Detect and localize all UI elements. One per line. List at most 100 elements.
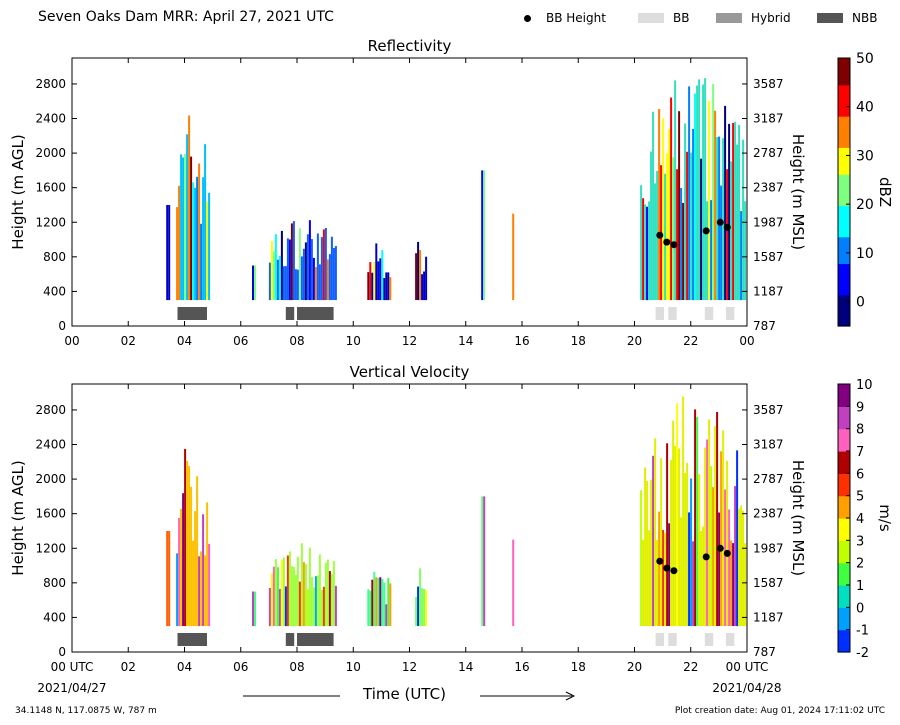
echo-column [254, 591, 256, 627]
bb-height-point [663, 564, 671, 572]
echo-column [706, 439, 709, 627]
echo-column [188, 115, 191, 301]
colorbar-tick-label: 1 [856, 579, 864, 594]
x-tick-label: 04 [177, 334, 192, 348]
bb-class-bar-nbb [285, 307, 295, 320]
echo-column [278, 255, 281, 300]
y-tick-label: 2400 [35, 112, 66, 126]
echo-column [178, 185, 181, 301]
colorbar-segment [838, 549, 850, 555]
colorbar-segment [838, 433, 850, 439]
echo-column [306, 234, 309, 300]
echo-column [310, 239, 313, 301]
echo-column [300, 256, 303, 300]
y-tick-label: 2800 [35, 403, 66, 417]
echo-column [650, 479, 653, 626]
colorbar-segment [838, 571, 850, 577]
echo-column [738, 508, 741, 627]
echo-column [662, 530, 665, 626]
colorbar-segment [838, 629, 850, 635]
colorbar-segment [838, 638, 850, 644]
colorbar-segment [838, 156, 850, 162]
x-tick-label: 20 [627, 660, 642, 674]
echo-column [726, 460, 729, 626]
colorbar-segment [838, 401, 850, 407]
colorbar-segment [838, 93, 850, 99]
echo-column [375, 243, 378, 301]
colorbar-label: dBZ [876, 177, 894, 207]
echo-column [714, 110, 717, 301]
echo-column [204, 555, 207, 627]
echo-column [722, 138, 725, 301]
bb-height-point [670, 567, 678, 575]
y2-tick-label: 2387 [753, 181, 784, 195]
echo-column [252, 265, 254, 301]
colorbar-segment [838, 419, 850, 425]
echo-column [276, 259, 279, 300]
echo-column [367, 589, 370, 626]
echo-column [334, 585, 337, 627]
echo-column [694, 409, 697, 627]
echo-column [512, 539, 515, 627]
echo-column [712, 83, 715, 301]
echo-column [184, 154, 187, 301]
echo-column [682, 396, 685, 626]
echo-column [381, 579, 384, 626]
colorbar-segment [838, 585, 850, 591]
echo-column [292, 221, 295, 300]
y2-tick-label: 1187 [753, 610, 784, 624]
echo-column [192, 182, 195, 301]
echo-column [734, 486, 737, 626]
echo-column [268, 262, 271, 301]
colorbar-segment [838, 442, 850, 448]
x-tick-label: 00 [64, 334, 79, 348]
y-tick-label: 1200 [35, 215, 66, 229]
echo-column [688, 512, 691, 626]
echo-column [389, 583, 392, 626]
echo-column [666, 443, 669, 626]
bb-height-point [656, 231, 664, 239]
bb-class-bar-bb [704, 307, 714, 320]
colorbar-segment [838, 178, 850, 184]
panel-title: Vertical Velocity [350, 363, 470, 381]
echo-column [385, 604, 388, 627]
colorbar-segment [838, 526, 850, 532]
echo-column [367, 272, 370, 300]
colorbar-segment [838, 504, 850, 510]
x-tick-label: 12 [402, 334, 417, 348]
echo-column [672, 157, 675, 300]
colorbar-segment [838, 169, 850, 175]
echo-column [734, 121, 737, 300]
colorbar-segment [838, 634, 850, 640]
echo-column [423, 589, 426, 627]
colorbar-segment [838, 464, 850, 470]
x-tick-label: 02 [121, 334, 136, 348]
echo-column [326, 559, 329, 626]
echo-column [421, 274, 424, 301]
echo-column [194, 187, 197, 300]
colorbar-segment [838, 544, 850, 550]
echo-column [640, 185, 643, 300]
echo-column [385, 272, 388, 301]
echo-column [254, 265, 256, 301]
echo-column [676, 169, 679, 301]
colorbar-tick-label: 7 [856, 445, 864, 460]
echo-column [660, 458, 663, 627]
legend-label: NBB [852, 11, 878, 25]
colorbar-segment [838, 58, 850, 64]
bb-class-bar-bb [655, 307, 664, 320]
echo-column [730, 540, 733, 626]
colorbar-segment [838, 71, 850, 77]
colorbar-segment [838, 142, 850, 148]
echo-column [280, 559, 283, 627]
colorbar-segment [838, 111, 850, 117]
y-axis-label: Height (m AGL) [9, 134, 27, 249]
echo-column [332, 248, 335, 300]
bb-height-point [716, 218, 724, 226]
echo-column [278, 588, 281, 626]
echo-column [304, 242, 307, 301]
y2-tick-label: 3587 [753, 77, 784, 91]
echo-column [371, 272, 374, 301]
y2-axis-label: Height (m MSL) [789, 460, 807, 576]
